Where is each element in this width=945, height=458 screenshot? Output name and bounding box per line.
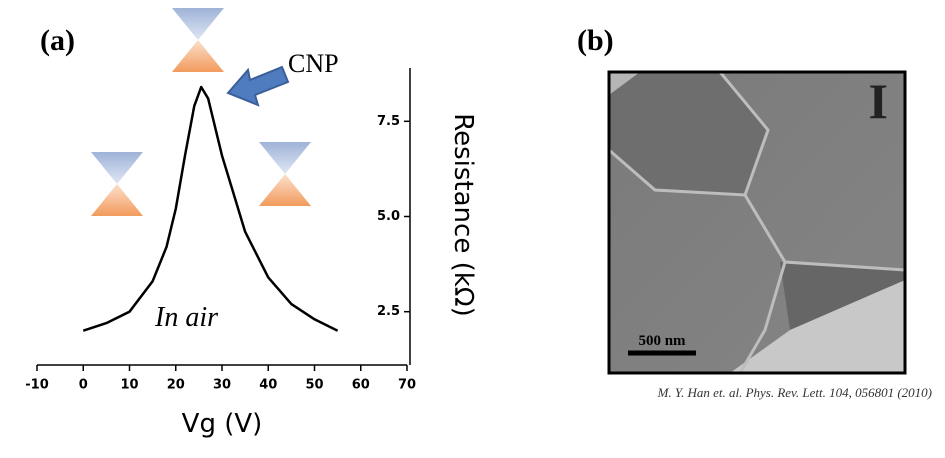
dirac-cone-icon: [91, 152, 143, 216]
y-tick-label: 2.5: [377, 304, 400, 319]
x-tick-label: 60: [352, 378, 370, 393]
x-tick-label: 0: [79, 378, 88, 393]
sem-image: [607, 70, 907, 375]
x-tick-label: 40: [259, 378, 277, 393]
x-tick-label: 10: [120, 378, 138, 393]
x-tick-label: 50: [305, 378, 323, 393]
dirac-cone-icon: [172, 8, 224, 72]
dirac-cone-icon: [259, 142, 311, 206]
x-axis-label: Vg (V): [182, 409, 263, 439]
citation: M. Y. Han et. al. Phys. Rev. Lett. 104, …: [657, 385, 932, 400]
scale-bar-label: 500 nm: [638, 333, 686, 349]
x-tick-label: -10: [25, 378, 49, 393]
x-tick-label: 20: [167, 378, 185, 393]
y-axis-label: Resistance (kΩ): [448, 113, 478, 317]
x-tick-label: 70: [398, 378, 416, 393]
image-marker: I: [869, 73, 888, 129]
line: [82, 85, 339, 332]
y-tick-label: 5.0: [377, 209, 400, 224]
arrow: [226, 65, 290, 107]
annotation: CNP: [288, 49, 339, 78]
annotation: In air: [154, 302, 218, 333]
panel-label: (a): [40, 24, 75, 57]
y-tick-label: 7.5: [377, 114, 400, 129]
panel-label: (b): [577, 24, 614, 57]
x-tick-label: 30: [213, 378, 231, 393]
